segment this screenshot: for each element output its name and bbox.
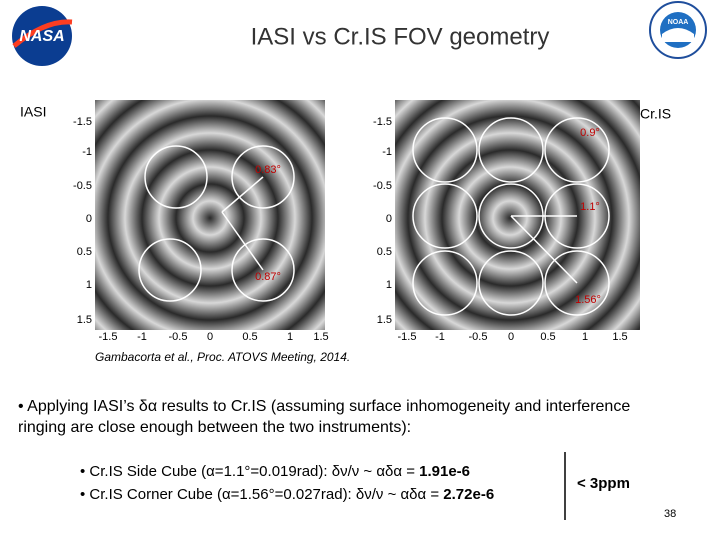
- angle-label: 1.1°: [580, 201, 600, 213]
- x-tick-label: 0: [207, 331, 213, 343]
- interference-pattern: [95, 100, 325, 330]
- iasi-panel: [95, 100, 325, 330]
- cris-panel: [395, 100, 640, 330]
- noaa-logo: NOAA: [649, 1, 707, 59]
- y-tick-label: 0: [86, 213, 92, 225]
- bullet: • Applying IASI’s δα results to Cr.IS (a…: [18, 398, 631, 436]
- angle-label: 0.87°: [255, 271, 281, 283]
- fov-circle: [231, 145, 295, 209]
- page-number: 38: [664, 508, 677, 520]
- y-tick-label: 1.5: [377, 314, 392, 326]
- y-tick-label: -1.5: [73, 116, 92, 128]
- sub-bullet: • Cr.IS Corner Cube (α=1.56°=0.027rad): …: [80, 486, 494, 503]
- y-tick-label: -1: [82, 146, 92, 158]
- sub-bullet-value: 2.72e-6: [443, 486, 495, 503]
- x-tick-label: -1: [137, 331, 147, 343]
- x-tick-label: -1.5: [398, 331, 417, 343]
- x-tick-label: -1.5: [99, 331, 118, 343]
- x-tick-label: -0.5: [169, 331, 188, 343]
- panel-label: Cr.IS: [640, 106, 671, 122]
- fov-circle: [412, 250, 478, 316]
- x-tick-label: -0.5: [469, 331, 488, 343]
- fov-circle: [478, 117, 544, 183]
- y-tick-label: -1: [382, 146, 392, 158]
- nasa-logo: NASA: [12, 6, 73, 66]
- fov-circle: [544, 250, 610, 316]
- x-tick-label: 1: [582, 331, 588, 343]
- summary: < 3ppm: [577, 475, 630, 492]
- fov-circle: [231, 238, 295, 302]
- svg-text:NOAA: NOAA: [668, 19, 689, 26]
- fov-circle: [138, 238, 202, 302]
- interference-pattern: [395, 100, 640, 330]
- angle-line: [510, 215, 578, 284]
- citation: Gambacorta et al., Proc. ATOVS Meeting, …: [95, 350, 351, 364]
- x-tick-label: 1: [287, 331, 293, 343]
- y-tick-label: 0: [386, 213, 392, 225]
- fov-circle: [544, 117, 610, 183]
- x-tick-label: 1.5: [313, 331, 328, 343]
- sub-bullet-text: • Cr.IS Side Cube (α=1.1°=0.019rad): δν/…: [80, 463, 420, 480]
- fov-circle: [478, 250, 544, 316]
- y-tick-label: -1.5: [373, 116, 392, 128]
- svg-text:NASA: NASA: [19, 28, 64, 45]
- y-tick-label: 0.5: [377, 246, 392, 258]
- sub-bullet-text: • Cr.IS Corner Cube (α=1.56°=0.027rad): …: [80, 486, 444, 503]
- angle-line: [221, 176, 264, 213]
- x-tick-label: 0.5: [540, 331, 555, 343]
- x-tick-label: 0.5: [242, 331, 257, 343]
- x-tick-label: 0: [508, 331, 514, 343]
- fov-circle: [412, 117, 478, 183]
- y-tick-label: 1.5: [77, 314, 92, 326]
- slide-title: IASI vs Cr.IS FOV geometry: [251, 23, 550, 50]
- angle-label: 0.83°: [255, 164, 281, 176]
- y-tick-label: 1: [386, 279, 392, 291]
- y-tick-label: -0.5: [373, 180, 392, 192]
- angle-line: [221, 211, 264, 271]
- x-tick-label: 1.5: [612, 331, 627, 343]
- fov-circle: [144, 145, 208, 209]
- angle-label: 0.9°: [580, 127, 600, 139]
- y-tick-label: 0.5: [77, 246, 92, 258]
- angle-label: 1.56°: [575, 294, 601, 306]
- panel-label: IASI: [20, 104, 46, 120]
- sub-bullet-value: 1.91e-6: [419, 463, 471, 480]
- x-tick-label: -1: [435, 331, 445, 343]
- y-tick-label: -0.5: [73, 180, 92, 192]
- sub-bullet: • Cr.IS Side Cube (α=1.1°=0.019rad): δν/…: [80, 463, 470, 480]
- fov-circle: [412, 183, 478, 249]
- y-tick-label: 1: [86, 279, 92, 291]
